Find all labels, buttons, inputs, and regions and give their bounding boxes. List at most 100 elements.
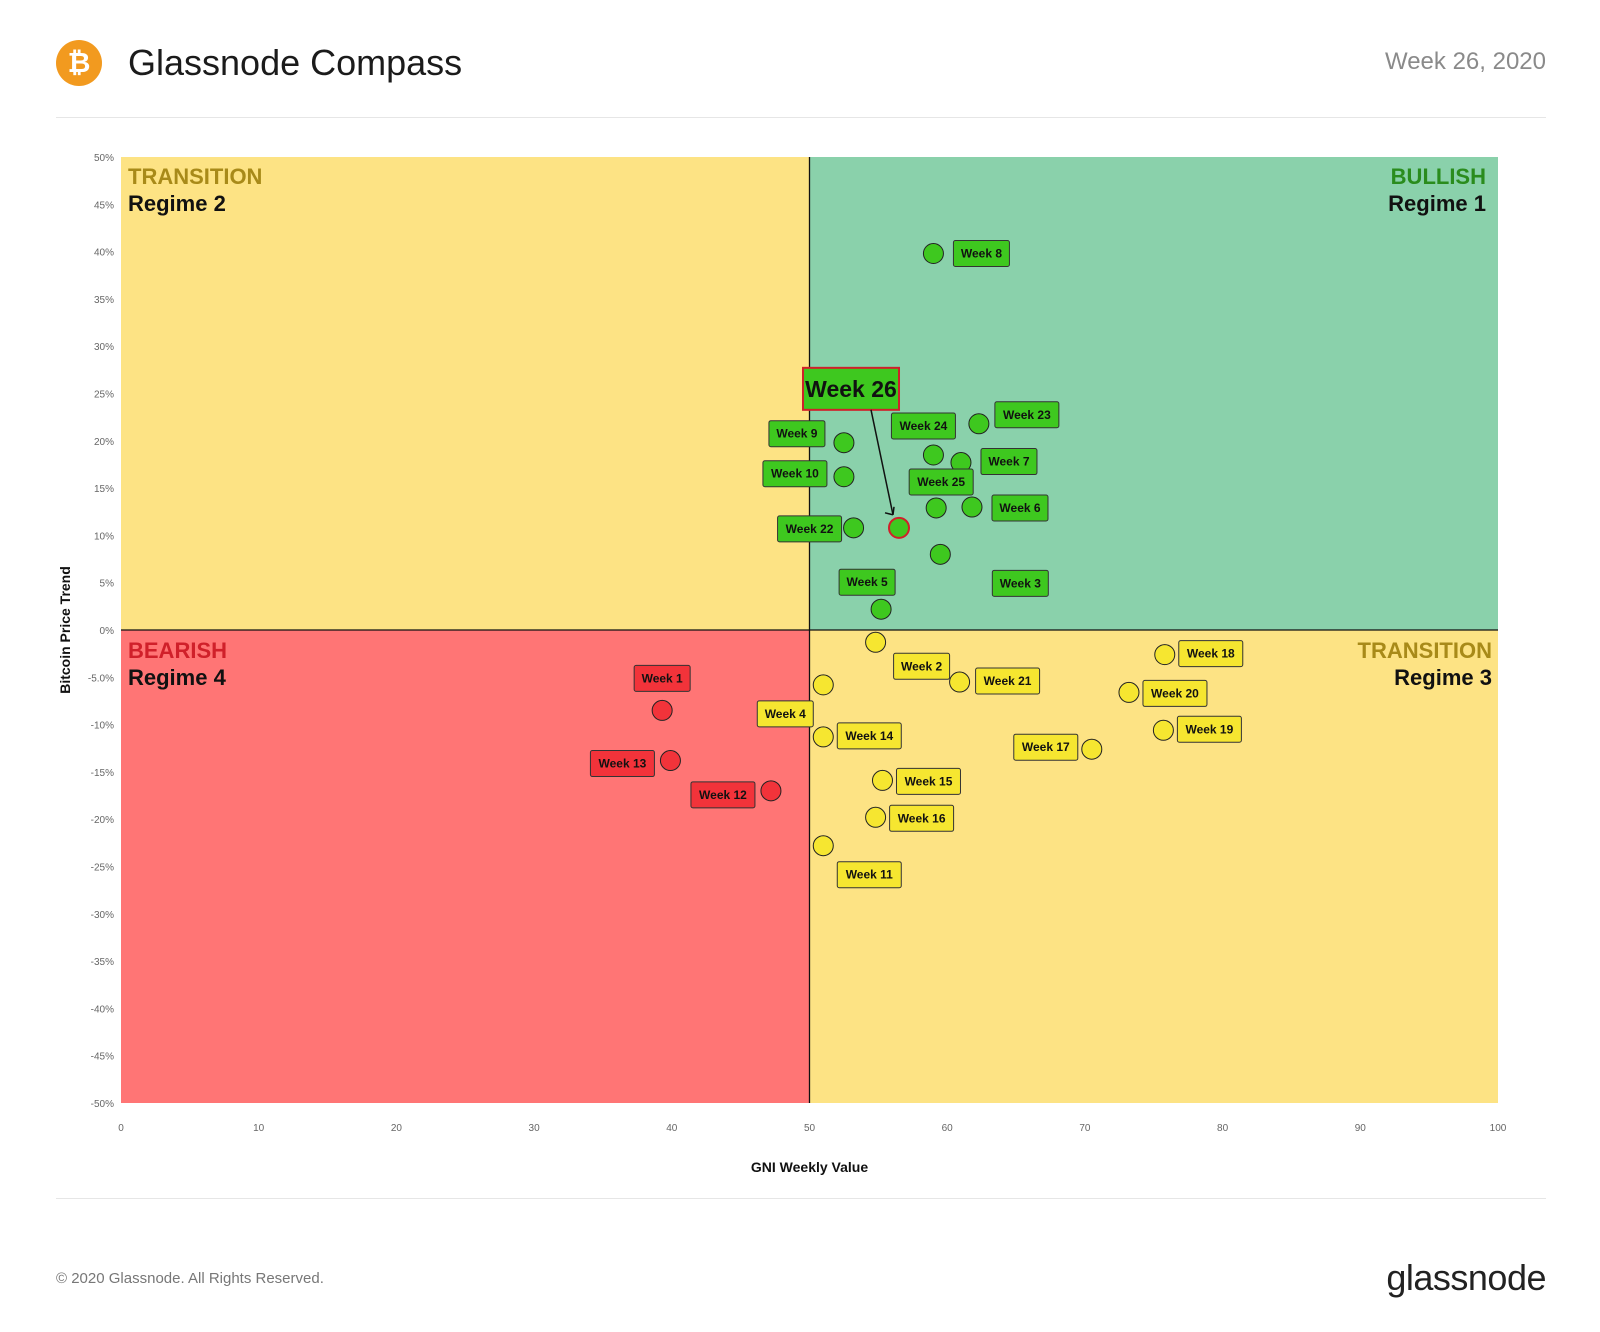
point-marker: [843, 517, 865, 539]
data-point: Week 7: [950, 448, 1038, 476]
point-label: Week 26: [805, 376, 897, 402]
data-point: Week 1: [633, 664, 691, 721]
point-label-box: [908, 468, 974, 496]
point-label-box: [1176, 715, 1242, 743]
point-label: Week 12: [699, 788, 747, 802]
region-title: BULLISH: [1391, 164, 1486, 189]
point-marker: [760, 780, 782, 802]
footer-divider: [56, 1198, 1546, 1199]
point-label: Week 9: [776, 427, 817, 441]
y-tick-label: 10%: [94, 531, 114, 542]
point-label: Week 14: [845, 729, 893, 743]
x-tick-label: 10: [253, 1123, 265, 1134]
point-label: Week 15: [905, 774, 953, 788]
region-title: BEARISH: [128, 638, 227, 663]
data-point: Week 15: [871, 767, 961, 795]
point-label-box: [836, 861, 902, 889]
x-tick-label: 50: [804, 1123, 816, 1134]
x-tick-label: 40: [666, 1123, 678, 1134]
y-tick-label: -35%: [91, 957, 114, 968]
point-label-box: [768, 420, 826, 448]
data-point: Week 3: [929, 543, 1049, 597]
point-marker: [833, 466, 855, 488]
point-label-box: [952, 239, 1010, 267]
data-point: Week 10: [762, 460, 855, 488]
region-subtitle: Regime 4: [128, 665, 227, 690]
point-label: Week 19: [1185, 722, 1233, 736]
point-marker: [1081, 738, 1103, 760]
region-bearish: [121, 630, 810, 1103]
point-label-box: [991, 494, 1049, 522]
data-point: Week 8: [922, 239, 1010, 267]
point-label: Week 5: [847, 575, 888, 589]
y-tick-label: 15%: [94, 484, 114, 495]
x-tick-label: 80: [1217, 1123, 1229, 1134]
x-axis-title: GNI Weekly Value: [751, 1159, 868, 1175]
point-marker: [1152, 719, 1174, 741]
data-point: Week 14: [812, 722, 902, 750]
point-label-box: [589, 750, 655, 778]
point-label: Week 3: [1000, 576, 1041, 590]
region-transition-2: [121, 157, 810, 630]
y-tick-label: -40%: [91, 1004, 114, 1015]
x-tick-label: 90: [1355, 1123, 1367, 1134]
region-subtitle: Regime 1: [1388, 191, 1486, 216]
point-label: Week 23: [1003, 408, 1051, 422]
y-tick-label: 30%: [94, 342, 114, 353]
data-point: Week 22: [777, 515, 865, 543]
point-label: Week 25: [917, 475, 965, 489]
y-tick-label: 50%: [94, 153, 114, 164]
x-tick-label: 0: [118, 1123, 124, 1134]
header: ₿ Glassnode Compass Week 26, 2020: [56, 40, 1546, 90]
region-bullish: [809, 157, 1498, 630]
point-label-box: [777, 515, 843, 543]
point-marker: [651, 699, 673, 721]
region-title: TRANSITION: [1358, 638, 1492, 663]
y-tick-label: 40%: [94, 248, 114, 259]
glassnode-logo: glassnode: [1386, 1257, 1546, 1298]
region-transition-3: [809, 630, 1498, 1103]
highlight-label-box: [802, 366, 901, 411]
point-label: Week 11: [846, 868, 893, 882]
point-marker: [949, 671, 971, 693]
highlight-arrow: [870, 409, 894, 515]
point-marker: [659, 750, 681, 772]
point-label: Week 8: [961, 246, 1002, 260]
data-point: Week 18: [1154, 640, 1244, 668]
page-title: Glassnode Compass: [128, 42, 463, 83]
point-label: Week 20: [1151, 686, 1199, 700]
point-label: Week 21: [984, 674, 1032, 688]
point-label-box: [690, 781, 756, 809]
point-marker: [865, 806, 887, 828]
y-tick-label: -5.0%: [88, 673, 114, 684]
point-marker: [929, 543, 951, 565]
point-label-box: [1013, 733, 1079, 761]
point-label-box: [889, 804, 955, 832]
point-label-box: [1142, 679, 1208, 707]
data-point: Week 16: [865, 804, 955, 832]
point-label: Week 10: [771, 467, 819, 481]
point-label-box: [975, 667, 1041, 695]
point-label: Week 7: [988, 455, 1029, 469]
copyright-text: © 2020 Glassnode. All Rights Reserved.: [56, 1270, 324, 1287]
x-tick-label: 20: [391, 1123, 403, 1134]
x-tick-label: 30: [529, 1123, 541, 1134]
header-divider: [56, 117, 1546, 118]
point-label-box: [762, 460, 828, 488]
point-label: Week 6: [999, 501, 1040, 515]
y-axis-title: Bitcoin Price Trend: [57, 566, 73, 694]
point-label: Week 2: [901, 659, 942, 673]
point-marker: [870, 598, 892, 620]
point-marker: [1154, 644, 1176, 666]
y-tick-label: 35%: [94, 295, 114, 306]
data-point: Week 2: [865, 631, 951, 680]
data-point: Week 19: [1152, 715, 1242, 743]
data-point: Week 9: [768, 420, 855, 454]
point-label-box: [1178, 640, 1244, 668]
point-marker: [1118, 681, 1140, 703]
x-tick-label: 100: [1490, 1123, 1507, 1134]
point-marker: [865, 631, 887, 653]
data-point: Week 25: [908, 468, 974, 519]
y-tick-label: -20%: [91, 815, 114, 826]
